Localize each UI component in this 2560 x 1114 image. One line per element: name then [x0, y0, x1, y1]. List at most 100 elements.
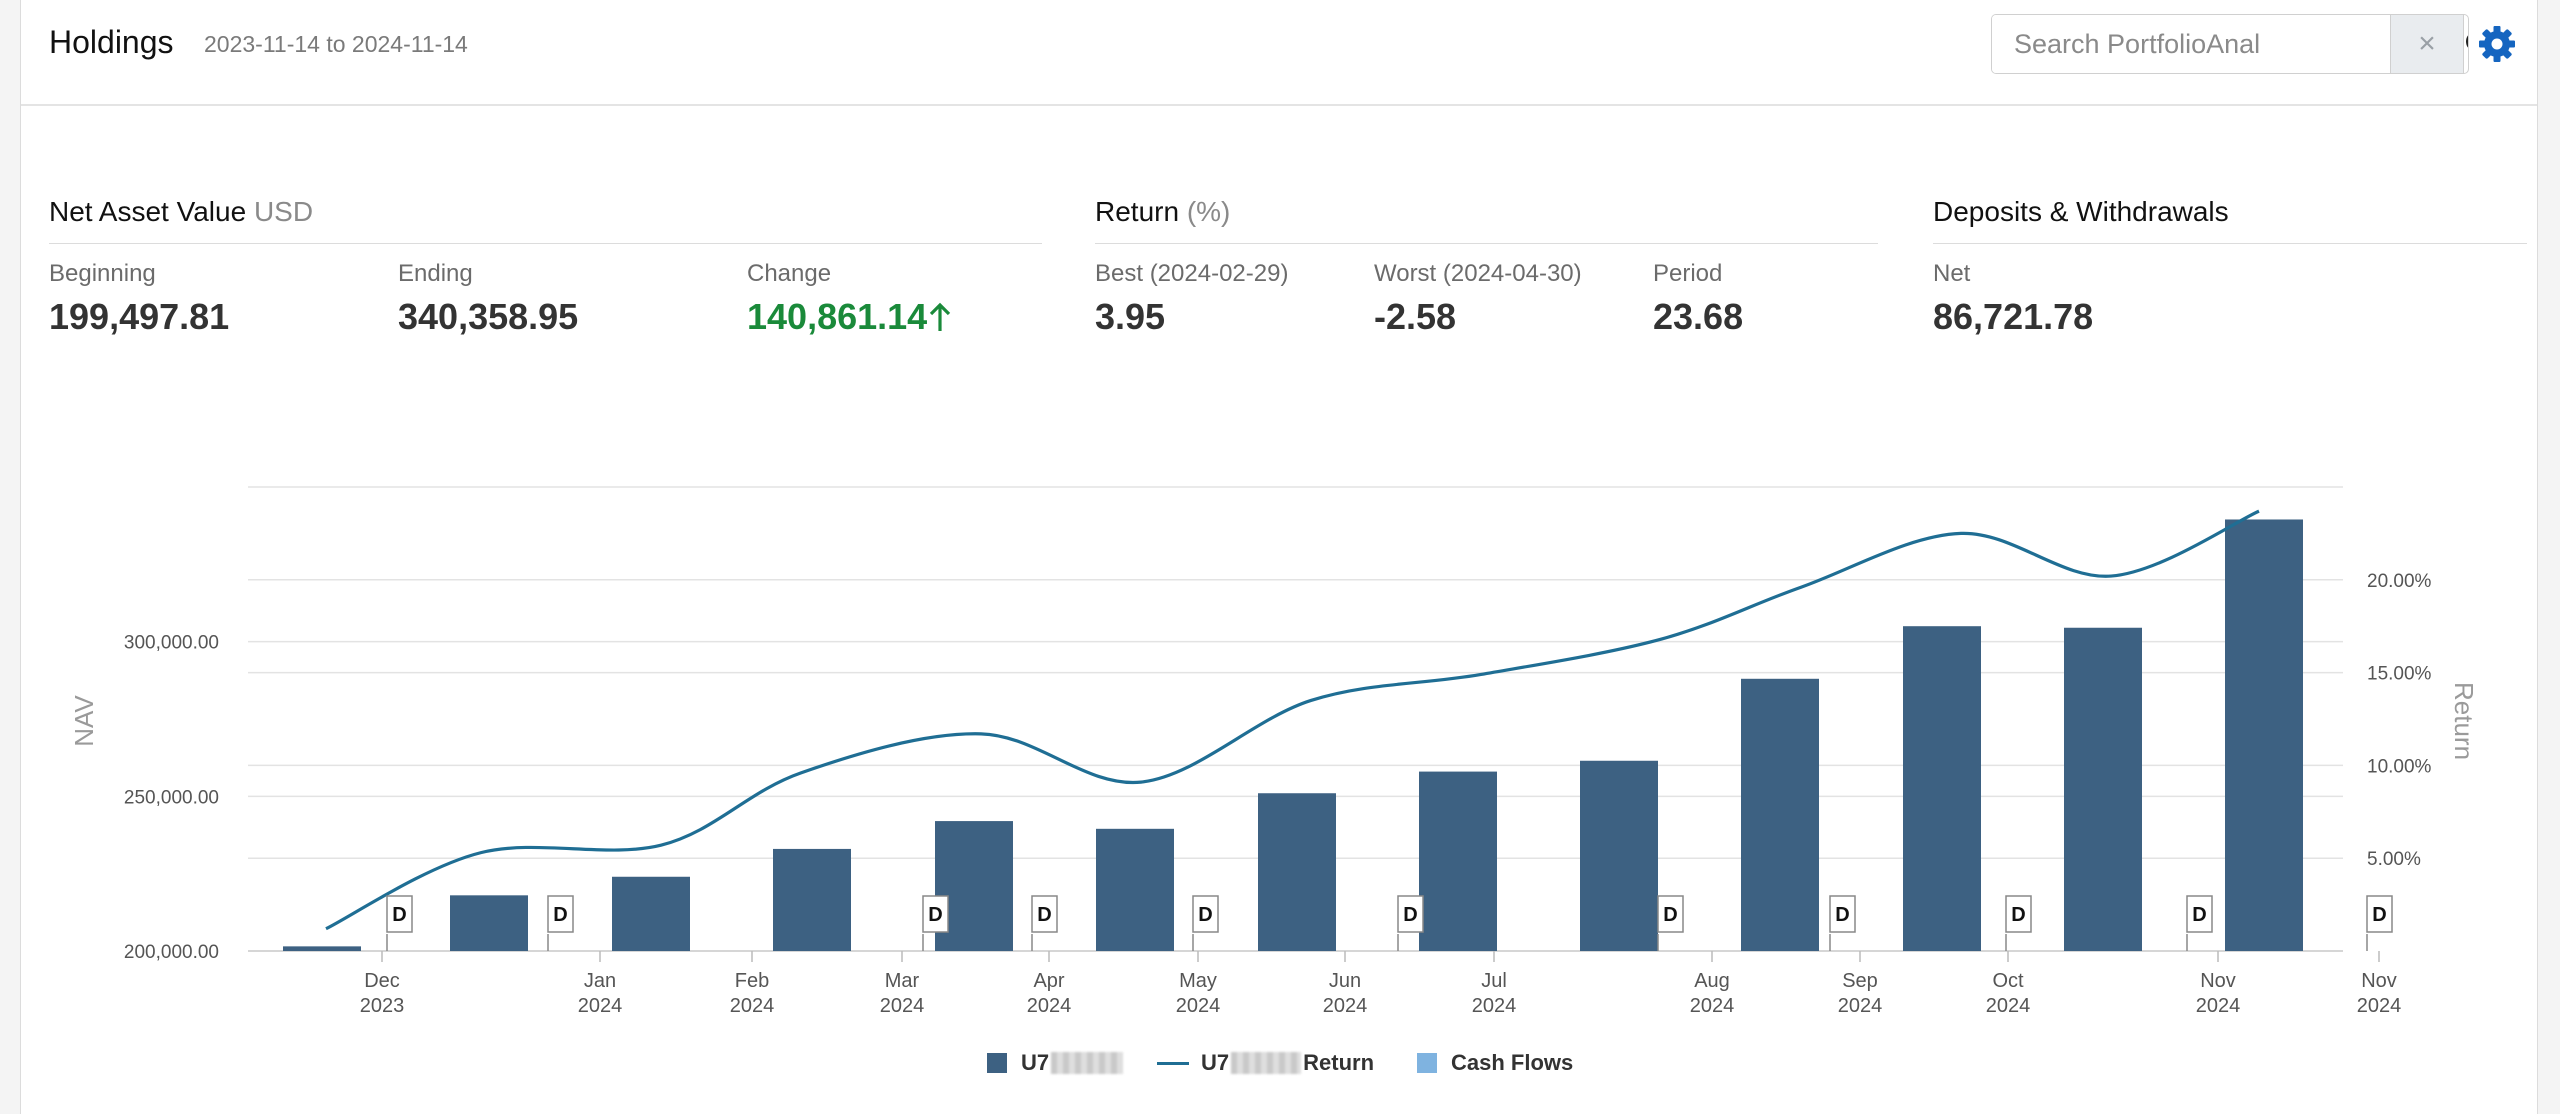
return-tick-label: 15.00%: [2367, 664, 2432, 685]
flag-label: D: [2372, 904, 2386, 926]
nav-bar[interactable]: [1419, 771, 1497, 951]
nav-change-value: 140,861.14: [747, 296, 928, 337]
nav-bar[interactable]: [1258, 793, 1336, 951]
nav-tick-label: 250,000.00: [124, 787, 219, 808]
nav-unit: USD: [253, 196, 314, 227]
flag-label: D: [928, 904, 942, 926]
page-title: Holdings: [49, 24, 174, 60]
redacted-account-id: [1051, 1052, 1124, 1074]
return-best-label: Best (2024-02-29): [1095, 260, 1289, 287]
flag-label: D: [2011, 904, 2025, 926]
deposit-flag[interactable]: D: [547, 895, 574, 951]
legend-item-cash-flows[interactable]: Cash Flows: [1417, 1048, 1573, 1078]
nav-bar[interactable]: [2225, 519, 2303, 951]
x-tick-month: Oct: [1992, 970, 2024, 992]
deposits-net-label: Net: [1933, 260, 1971, 287]
panel-header: Holdings 2023-11-14 to 2024-11-14 ×: [21, 0, 2537, 106]
legend-cash-swatch: [1417, 1053, 1437, 1073]
flag-label: D: [1835, 904, 1849, 926]
nav-section-title: Net Asset Value USD: [49, 196, 313, 228]
chart-axes: 200,000.00 250,000.00 300,000.00 5.00% 10.00…: [69, 571, 2479, 1017]
legend-return-label: Return: [1303, 1050, 1375, 1075]
search-icon: [2466, 35, 2468, 48]
flag-label: D: [1037, 904, 1051, 926]
x-tick-month: Nov: [2361, 970, 2397, 992]
deposit-flag[interactable]: D: [2366, 895, 2393, 951]
x-tick-month: May: [1179, 970, 1217, 992]
clear-search-button[interactable]: ×: [2390, 15, 2463, 73]
nav-beginning-value: 199,497.81: [49, 296, 230, 337]
return-line[interactable]: [325, 509, 2260, 931]
search-box: ×: [1991, 14, 2469, 74]
x-tick-year: 2024: [1472, 995, 1517, 1017]
x-tick-month: Jul: [1481, 970, 1507, 992]
x-tick-month: Apr: [1033, 970, 1064, 992]
flag-label: D: [2192, 904, 2206, 926]
deposit-flag[interactable]: D: [1031, 895, 1058, 951]
x-tick-month: Dec: [364, 970, 400, 992]
nav-beginning-label: Beginning: [49, 260, 156, 287]
legend-account-label: U7: [1021, 1050, 1050, 1075]
legend-return-account-label: U7: [1201, 1050, 1230, 1075]
x-tick-month: Jan: [584, 970, 616, 992]
nav-bar[interactable]: [773, 848, 851, 951]
return-period-label: Period: [1653, 260, 1723, 287]
nav-bar[interactable]: [450, 895, 528, 951]
nav-bar[interactable]: [612, 876, 690, 951]
flag-label: D: [1403, 904, 1417, 926]
return-unit: (%): [1186, 196, 1231, 227]
nav-title: Net Asset Value: [49, 196, 247, 227]
nav-axis-title: NAV: [69, 695, 99, 747]
nav-tick-label: 200,000.00: [124, 942, 219, 963]
flag-box: [2366, 895, 2393, 933]
return-section-title: Return (%): [1095, 196, 1230, 228]
deposit-flag[interactable]: D: [1192, 895, 1219, 951]
nav-bar[interactable]: [2064, 627, 2142, 951]
deposit-flag[interactable]: D: [386, 895, 413, 951]
deposit-flag[interactable]: D: [1657, 895, 1684, 951]
deposit-flag[interactable]: D: [1397, 895, 1424, 951]
deposits-divider: [1933, 243, 2527, 244]
legend-bar-swatch: [987, 1053, 1007, 1073]
nav-bar[interactable]: [283, 946, 361, 951]
deposit-flag[interactable]: D: [2186, 895, 2213, 951]
nav-bars: [283, 519, 2303, 951]
nav-bar[interactable]: [1096, 828, 1174, 951]
deposits-section-title: Deposits & Withdrawals: [1933, 196, 2229, 227]
nav-divider: [49, 243, 1042, 244]
flag-box: [922, 895, 949, 933]
return-worst-label: Worst (2024-04-30): [1374, 260, 1582, 287]
x-tick-year: 2024: [1838, 995, 1883, 1017]
x-tick-month: Sep: [1842, 970, 1878, 992]
x-tick-year: 2023: [360, 995, 405, 1017]
search-input[interactable]: [1992, 15, 2390, 73]
legend-item-return[interactable]: U7 Return: [1157, 1048, 1374, 1078]
search-button[interactable]: [2463, 15, 2468, 73]
nav-bar[interactable]: [1903, 626, 1981, 951]
flag-label: D: [1198, 904, 1212, 926]
nav-bar[interactable]: [1741, 678, 1819, 951]
deposit-flag[interactable]: D: [1829, 895, 1856, 951]
deposit-flag[interactable]: D: [922, 895, 949, 951]
flag-box: [1397, 895, 1424, 933]
gear-icon[interactable]: [2477, 24, 2517, 64]
deposit-flag[interactable]: D: [2005, 895, 2032, 951]
flag-label: D: [1663, 904, 1677, 926]
x-tick-month: Jun: [1329, 970, 1361, 992]
return-axis-title: Return: [2449, 682, 2479, 760]
x-tick-year: 2024: [880, 995, 925, 1017]
return-tick-label: 10.00%: [2367, 756, 2432, 777]
x-tick-year: 2024: [578, 995, 623, 1017]
x-tick-month: Mar: [885, 970, 920, 992]
redacted-account-id: [1231, 1052, 1302, 1074]
return-worst-value: -2.58: [1374, 296, 1457, 337]
flag-box: [386, 895, 413, 933]
legend-line-swatch: [1157, 1061, 1189, 1065]
return-title: Return: [1095, 196, 1180, 227]
legend-cash-label: Cash Flows: [1451, 1050, 1574, 1075]
x-tick-year: 2024: [1986, 995, 2031, 1017]
legend-item-nav[interactable]: U7: [987, 1048, 1125, 1078]
nav-bar[interactable]: [1580, 760, 1658, 951]
nav-change: 140,861.14: [747, 296, 951, 338]
